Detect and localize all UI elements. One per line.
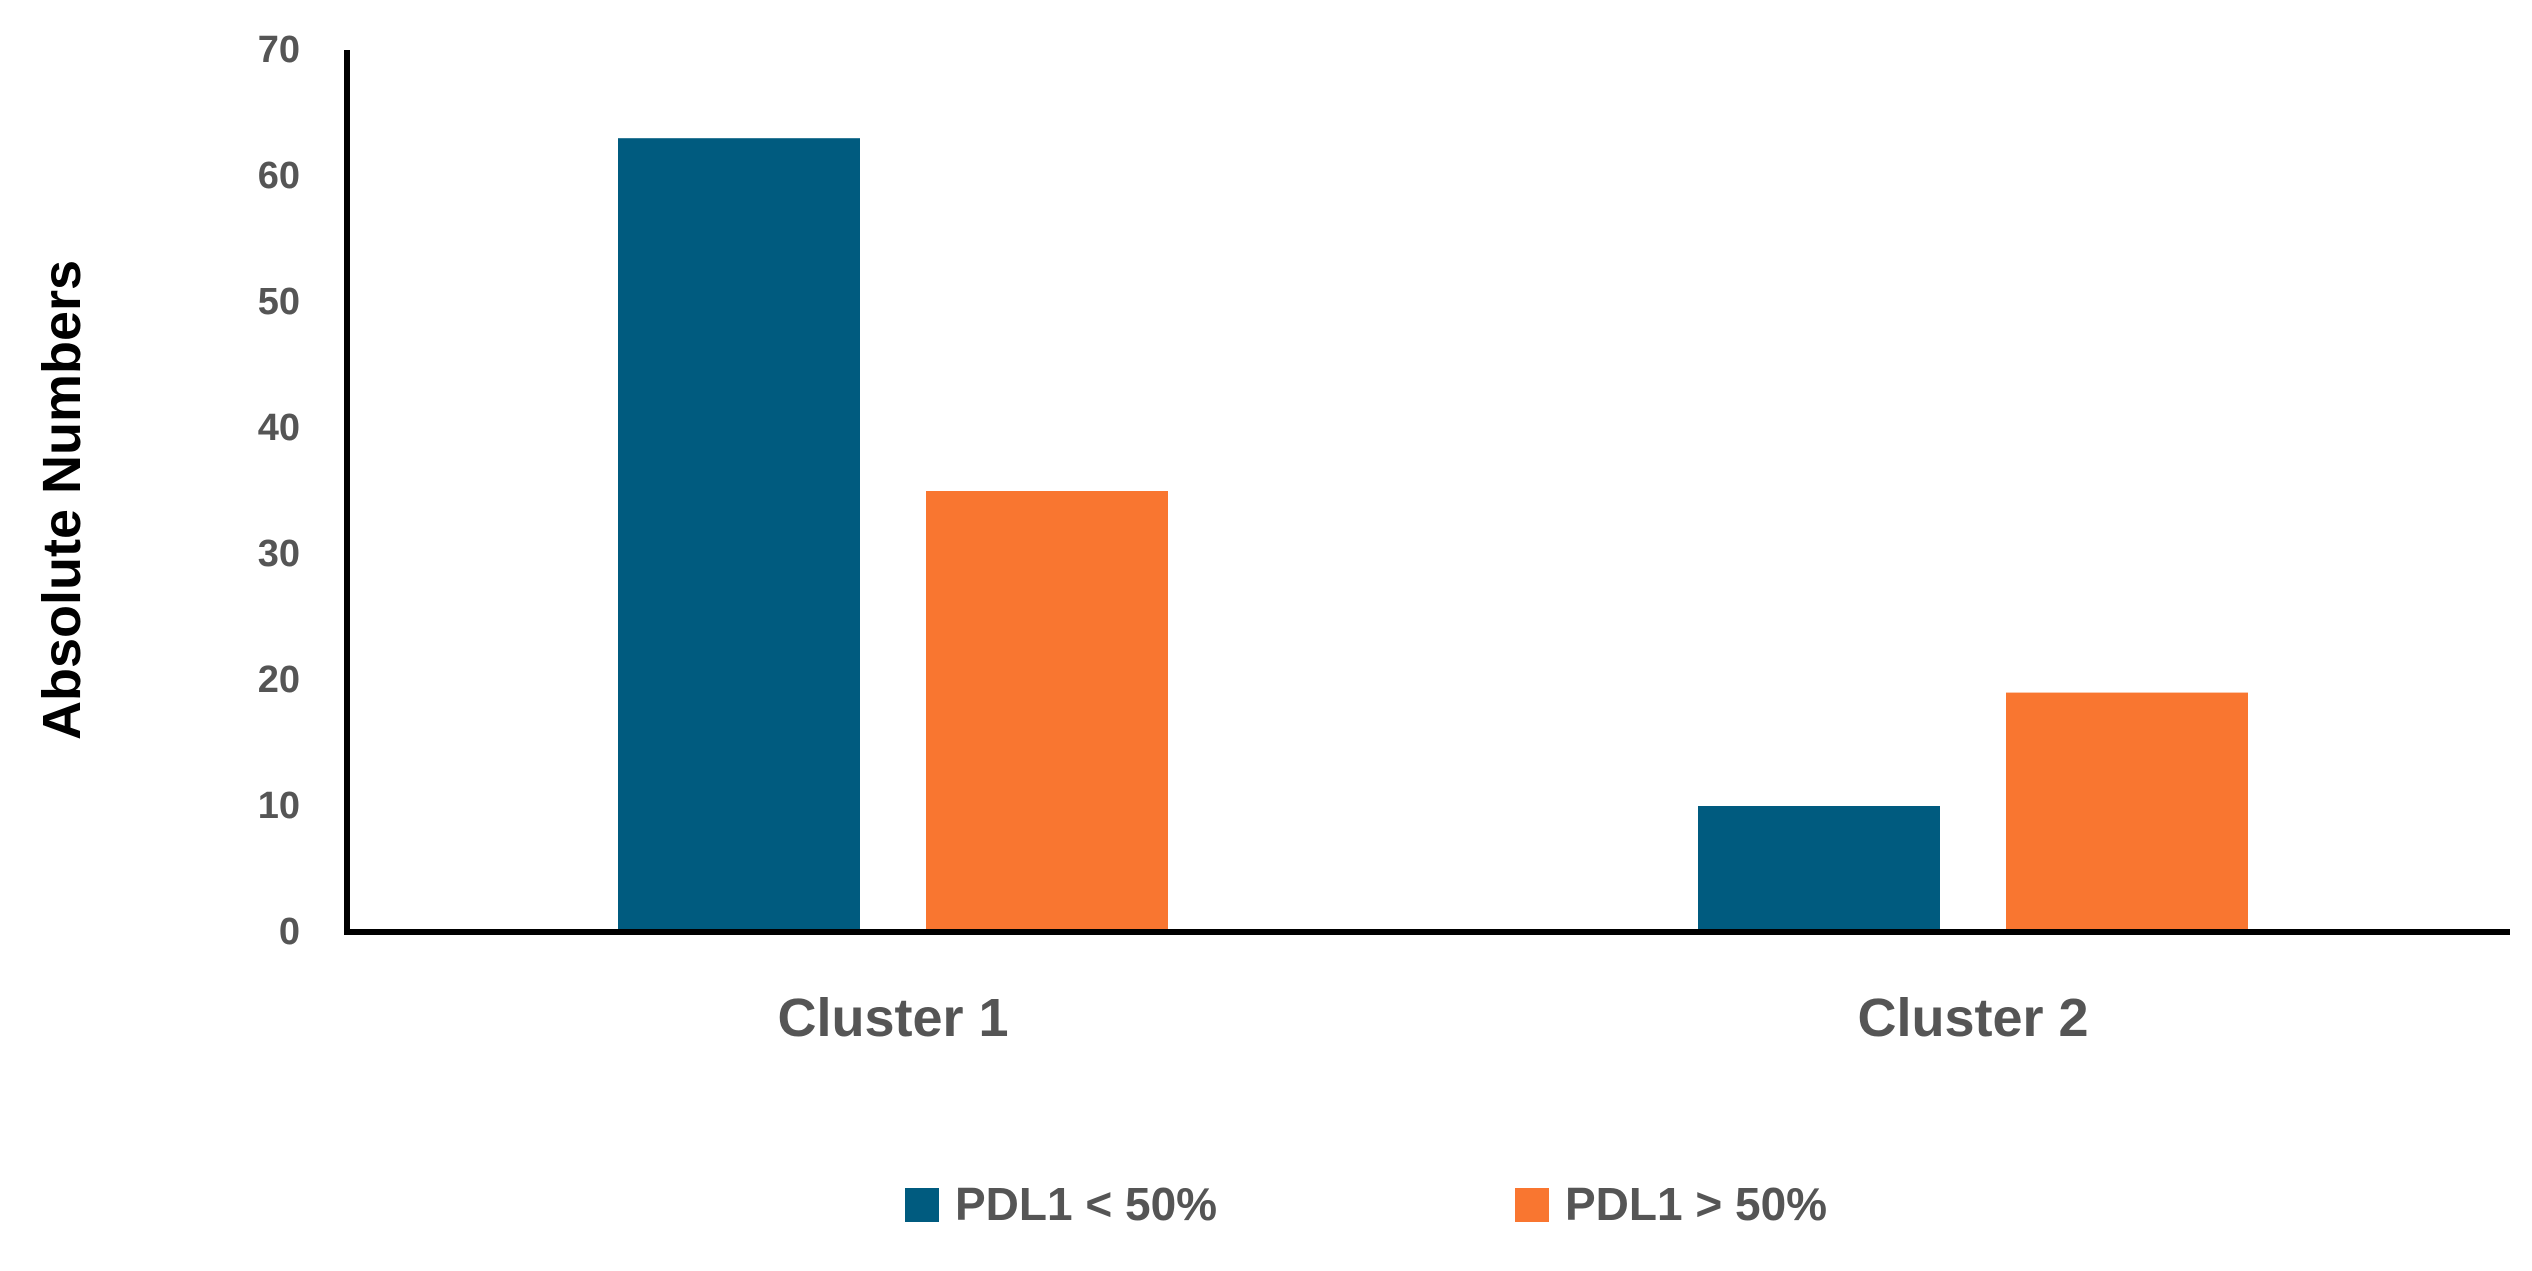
legend-swatch-2 [1515,1188,1549,1222]
y-tick-label: 70 [258,29,300,71]
legend-swatch-1 [905,1188,939,1222]
bars-group [618,138,2248,932]
y-tick-label: 0 [279,911,300,953]
bar-2-2 [2006,692,2248,932]
y-tick-label: 60 [258,155,300,197]
legend-label-2: PDL1 > 50% [1565,1178,1827,1230]
bar-1-1 [618,138,860,932]
bar-2-1 [1698,806,1940,932]
x-category-label: Cluster 2 [1857,988,2088,1048]
y-tick-label: 20 [258,659,300,701]
y-tick-label: 10 [258,785,300,827]
y-axis-tick-labels: 0 10 20 30 40 50 60 70 [258,29,300,953]
x-category-label: Cluster 1 [777,988,1008,1048]
legend-label-1: PDL1 < 50% [955,1178,1217,1230]
y-axis-title: Absolute Numbers [32,260,92,740]
y-tick-label: 40 [258,407,300,449]
legend: PDL1 < 50% PDL1 > 50% [905,1178,1827,1230]
y-tick-label: 50 [258,281,300,323]
x-axis-category-labels: Cluster 1 Cluster 2 [777,988,2088,1048]
y-tick-label: 30 [258,533,300,575]
bar-1-2 [926,491,1168,932]
